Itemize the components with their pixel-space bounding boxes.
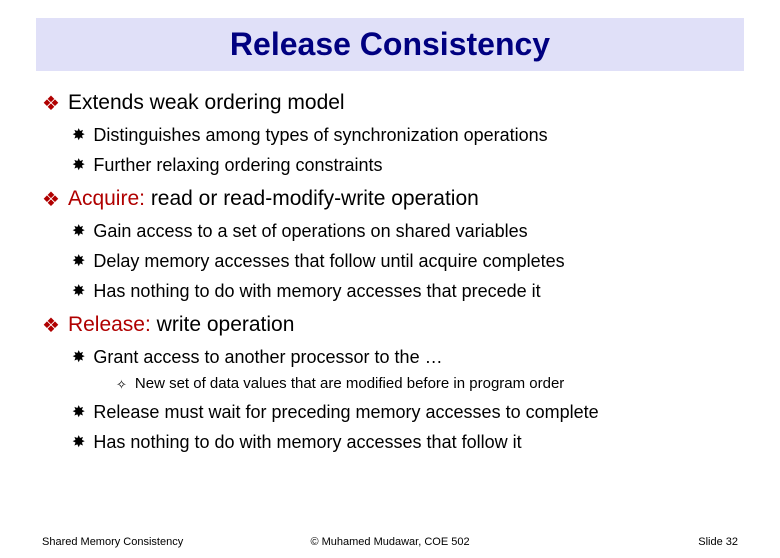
bullet-text: Delay memory accesses that follow until … (93, 251, 564, 272)
bullet-rest: write operation (151, 313, 295, 336)
star-icon: ✸ (72, 221, 85, 243)
bullet-text: Acquire: read or read-modify-write opera… (68, 187, 479, 211)
subsubbullet-newset: ✧ New set of data values that are modifi… (116, 375, 738, 394)
bullet-text: Release must wait for preceding memory a… (93, 402, 598, 423)
keyword-release: Release: (68, 313, 151, 336)
star-icon: ✸ (72, 281, 85, 303)
bullet-acquire: ❖ Acquire: read or read-modify-write ope… (42, 187, 738, 213)
keyword-acquire: Acquire: (68, 187, 145, 210)
bullet-text: New set of data values that are modified… (135, 375, 564, 392)
star-icon: ✸ (72, 347, 85, 369)
diamond-icon: ❖ (42, 91, 60, 117)
star-icon: ✸ (72, 155, 85, 177)
bullet-release: ❖ Release: write operation (42, 313, 738, 339)
subbullet-further: ✸ Further relaxing ordering constraints (72, 155, 738, 177)
bullet-text: Gain access to a set of operations on sh… (93, 221, 527, 242)
footer-left: Shared Memory Consistency (42, 536, 274, 548)
subbullet-grant: ✸ Grant access to another processor to t… (72, 347, 738, 369)
subbullet-nothing-follow: ✸ Has nothing to do with memory accesses… (72, 432, 738, 454)
diamond-icon: ❖ (42, 187, 60, 213)
bullet-text: Grant access to another processor to the… (93, 347, 442, 368)
subbullet-wait: ✸ Release must wait for preceding memory… (72, 402, 738, 424)
slide: Release Consistency ❖ Extends weak order… (0, 18, 780, 558)
bullet-text: Release: write operation (68, 313, 294, 337)
diamond-open-icon: ✧ (116, 375, 127, 394)
subbullet-nothing-precede: ✸ Has nothing to do with memory accesses… (72, 281, 738, 303)
footer-right: Slide 32 (506, 536, 738, 548)
subbullet-distinguishes: ✸ Distinguishes among types of synchroni… (72, 125, 738, 147)
subbullet-delay: ✸ Delay memory accesses that follow unti… (72, 251, 738, 273)
bullet-text: Further relaxing ordering constraints (93, 155, 382, 176)
slide-content: ❖ Extends weak ordering model ✸ Distingu… (0, 71, 780, 454)
star-icon: ✸ (72, 251, 85, 273)
subbullet-gain: ✸ Gain access to a set of operations on … (72, 221, 738, 243)
star-icon: ✸ (72, 432, 85, 454)
footer: Shared Memory Consistency © Muhamed Muda… (0, 536, 780, 548)
footer-mid: © Muhamed Mudawar, COE 502 (274, 536, 506, 548)
star-icon: ✸ (72, 125, 85, 147)
bullet-extends: ❖ Extends weak ordering model (42, 91, 738, 117)
bullet-text: Has nothing to do with memory accesses t… (93, 281, 540, 302)
bullet-text: Extends weak ordering model (68, 91, 345, 115)
bullet-text: Has nothing to do with memory accesses t… (93, 432, 521, 453)
diamond-icon: ❖ (42, 313, 60, 339)
slide-title: Release Consistency (230, 26, 550, 62)
star-icon: ✸ (72, 402, 85, 424)
bullet-text: Distinguishes among types of synchroniza… (93, 125, 547, 146)
title-bar: Release Consistency (36, 18, 744, 71)
bullet-rest: read or read-modify-write operation (145, 187, 479, 210)
